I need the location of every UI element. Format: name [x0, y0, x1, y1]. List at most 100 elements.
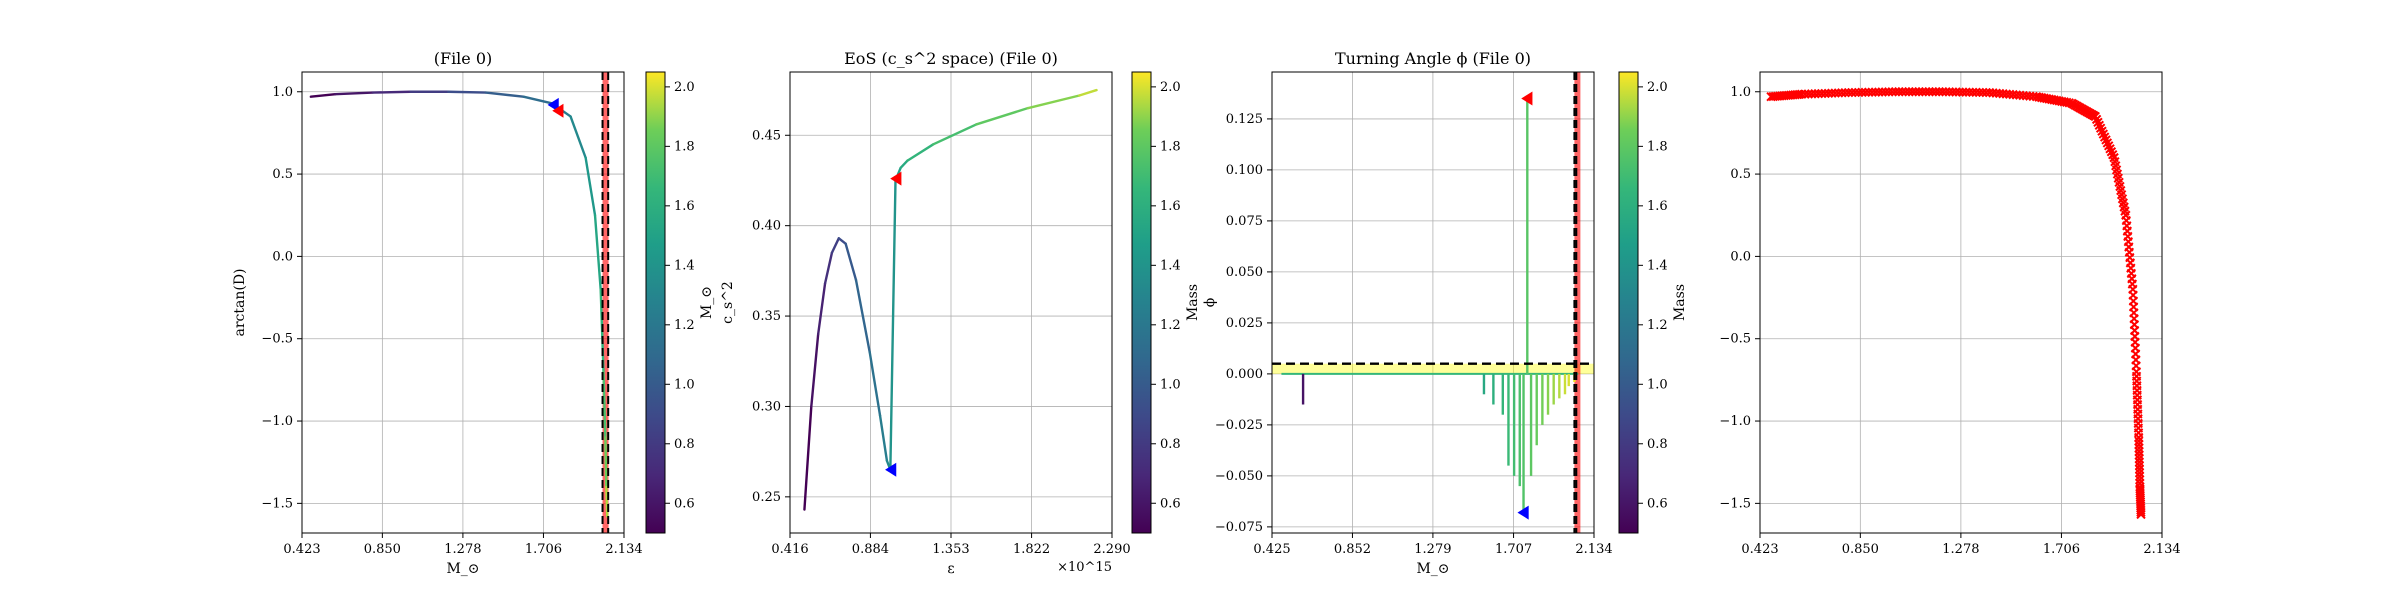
x-tick-label: 0.850 — [1842, 542, 1879, 557]
x-tick-label: 1.706 — [525, 542, 562, 557]
colorbar-label: Mass — [1672, 284, 1688, 321]
series-line-segment — [371, 90, 412, 94]
y-tick-label: 0.5 — [1730, 167, 1751, 182]
series-line-segment — [830, 237, 840, 254]
y-tick-label: −0.050 — [1215, 469, 1263, 484]
scatter-point — [2136, 507, 2146, 518]
series-line-segment — [309, 93, 337, 98]
x-tick-label: 1.707 — [1495, 542, 1532, 557]
series-line-segment — [823, 251, 834, 285]
x-tick-label: 2.134 — [605, 542, 642, 557]
x-tick-label: 0.884 — [852, 542, 889, 557]
y-tick-label: −0.5 — [261, 332, 293, 347]
scatter-point — [2134, 453, 2144, 464]
colorbar-tick-label: 1.2 — [1647, 318, 1668, 333]
y-tick-label: 0.35 — [752, 309, 781, 324]
x-tick-label: 1.353 — [932, 542, 969, 557]
chart-title: (File 0) — [434, 49, 493, 68]
series-line-segment — [975, 106, 1030, 126]
scatter-point — [2134, 464, 2145, 474]
y-tick-label: 0.100 — [1226, 163, 1263, 178]
triangle-left-marker — [1517, 505, 1529, 520]
series-line-segment — [484, 91, 525, 98]
scatter-point — [2134, 471, 2145, 482]
y-tick-label: −1.5 — [1719, 496, 1751, 511]
y-axis-label: c_s^2 — [720, 281, 736, 324]
series-line-segment — [522, 95, 553, 105]
scatter-point — [2134, 450, 2144, 460]
x-axis-label: M_⊙ — [1416, 561, 1449, 577]
y-tick-label: −0.025 — [1215, 418, 1263, 433]
scatter-point — [2134, 457, 2145, 467]
colorbar-tick-label: 0.8 — [674, 437, 695, 452]
series-line-segment — [899, 159, 909, 170]
series-line-segment — [810, 332, 820, 408]
x-axis-label: M_⊙ — [446, 561, 479, 577]
scatter-point — [2134, 461, 2145, 471]
unstable-region-band — [602, 72, 609, 533]
colorbar-tick-label: 0.6 — [1647, 496, 1668, 511]
colorbar-tick-label: 1.6 — [674, 199, 695, 214]
x-axis-label: ε — [947, 561, 954, 577]
scatter-point — [2134, 432, 2144, 443]
colorbar-tick-label: 2.0 — [674, 80, 695, 95]
series-line-segment — [803, 405, 813, 511]
threshold-band — [1272, 363, 1594, 374]
x-tick-label: 1.278 — [1942, 542, 1979, 557]
unstable-region-band — [1574, 72, 1581, 533]
y-tick-label: 0.0 — [272, 249, 293, 264]
colorbar-tick-label: 1.8 — [1160, 139, 1181, 154]
y-tick-label: −1.0 — [1719, 414, 1751, 429]
y-tick-label: 1.0 — [1730, 85, 1751, 100]
series-line-segment — [906, 143, 935, 162]
scatter-point — [2136, 509, 2146, 520]
y-tick-label: 0.5 — [272, 167, 293, 182]
colorbar-tick-label: 1.6 — [1647, 199, 1668, 214]
y-tick-label: −1.5 — [261, 496, 293, 511]
scatter-point — [2134, 436, 2144, 446]
series-line-segment — [584, 156, 597, 217]
y-tick-label: 0.075 — [1226, 214, 1263, 229]
y-tick-label: 0.45 — [752, 128, 781, 143]
colorbar-tick-label: 0.6 — [1160, 496, 1181, 511]
chart-2: 0.416 0.884 1.353 1.822 2.290 0.25 0.30 0.35 0.4… — [720, 49, 1201, 577]
x-tick-label: 2.134 — [2143, 542, 2180, 557]
x-tick-label: 1.278 — [444, 542, 481, 557]
colorbar: 0.6 0.8 1.0 1.2 1.4 1.6 1.8 2.0 Mass — [1131, 71, 1201, 534]
series-line-segment — [932, 123, 978, 146]
colorbar-label: Mass — [1185, 284, 1201, 321]
series-line-segment — [602, 370, 607, 439]
series-line-segment — [868, 351, 882, 417]
x-tick-label: 0.850 — [364, 542, 401, 557]
scatter-point — [2134, 446, 2144, 457]
series-line-segment — [844, 242, 858, 282]
series-line-segment — [447, 90, 488, 94]
x-tick-label: 2.290 — [1093, 542, 1130, 557]
x-tick-label: 0.423 — [283, 542, 320, 557]
x-tick-label: 2.134 — [1575, 542, 1612, 557]
colorbar-tick-label: 1.4 — [1647, 258, 1668, 273]
series-line-segment — [1078, 88, 1098, 97]
chart-4: 0.423 0.850 1.278 1.706 2.134 −1.5 −1.0 −0.5 0.0… — [1719, 71, 2181, 557]
chart-title: Turning Angle ϕ (File 0) — [1335, 49, 1531, 68]
x-tick-label: 0.852 — [1334, 542, 1371, 557]
scatter-point — [2134, 468, 2145, 478]
x-offset-label: ×10^15 — [1057, 560, 1112, 575]
plot-area — [1272, 72, 1594, 533]
x-tick-label: 0.416 — [771, 542, 808, 557]
scatter-point — [2135, 475, 2145, 485]
series-line-segment — [837, 237, 847, 245]
x-tick-label: 1.822 — [1013, 542, 1050, 557]
y-tick-label: 0.25 — [752, 490, 781, 505]
y-tick-label: 0.050 — [1226, 265, 1263, 280]
triangle-left-marker — [890, 171, 902, 186]
y-tick-label: −0.5 — [1719, 332, 1751, 347]
colorbar-tick-label: 1.4 — [1160, 258, 1181, 273]
y-axis-label: ϕ — [1202, 298, 1218, 308]
colorbar-gradient — [1131, 71, 1152, 534]
scatter-point — [2134, 443, 2144, 453]
colorbar-tick-label: 2.0 — [1160, 80, 1181, 95]
x-tick-label: 1.706 — [2043, 542, 2080, 557]
